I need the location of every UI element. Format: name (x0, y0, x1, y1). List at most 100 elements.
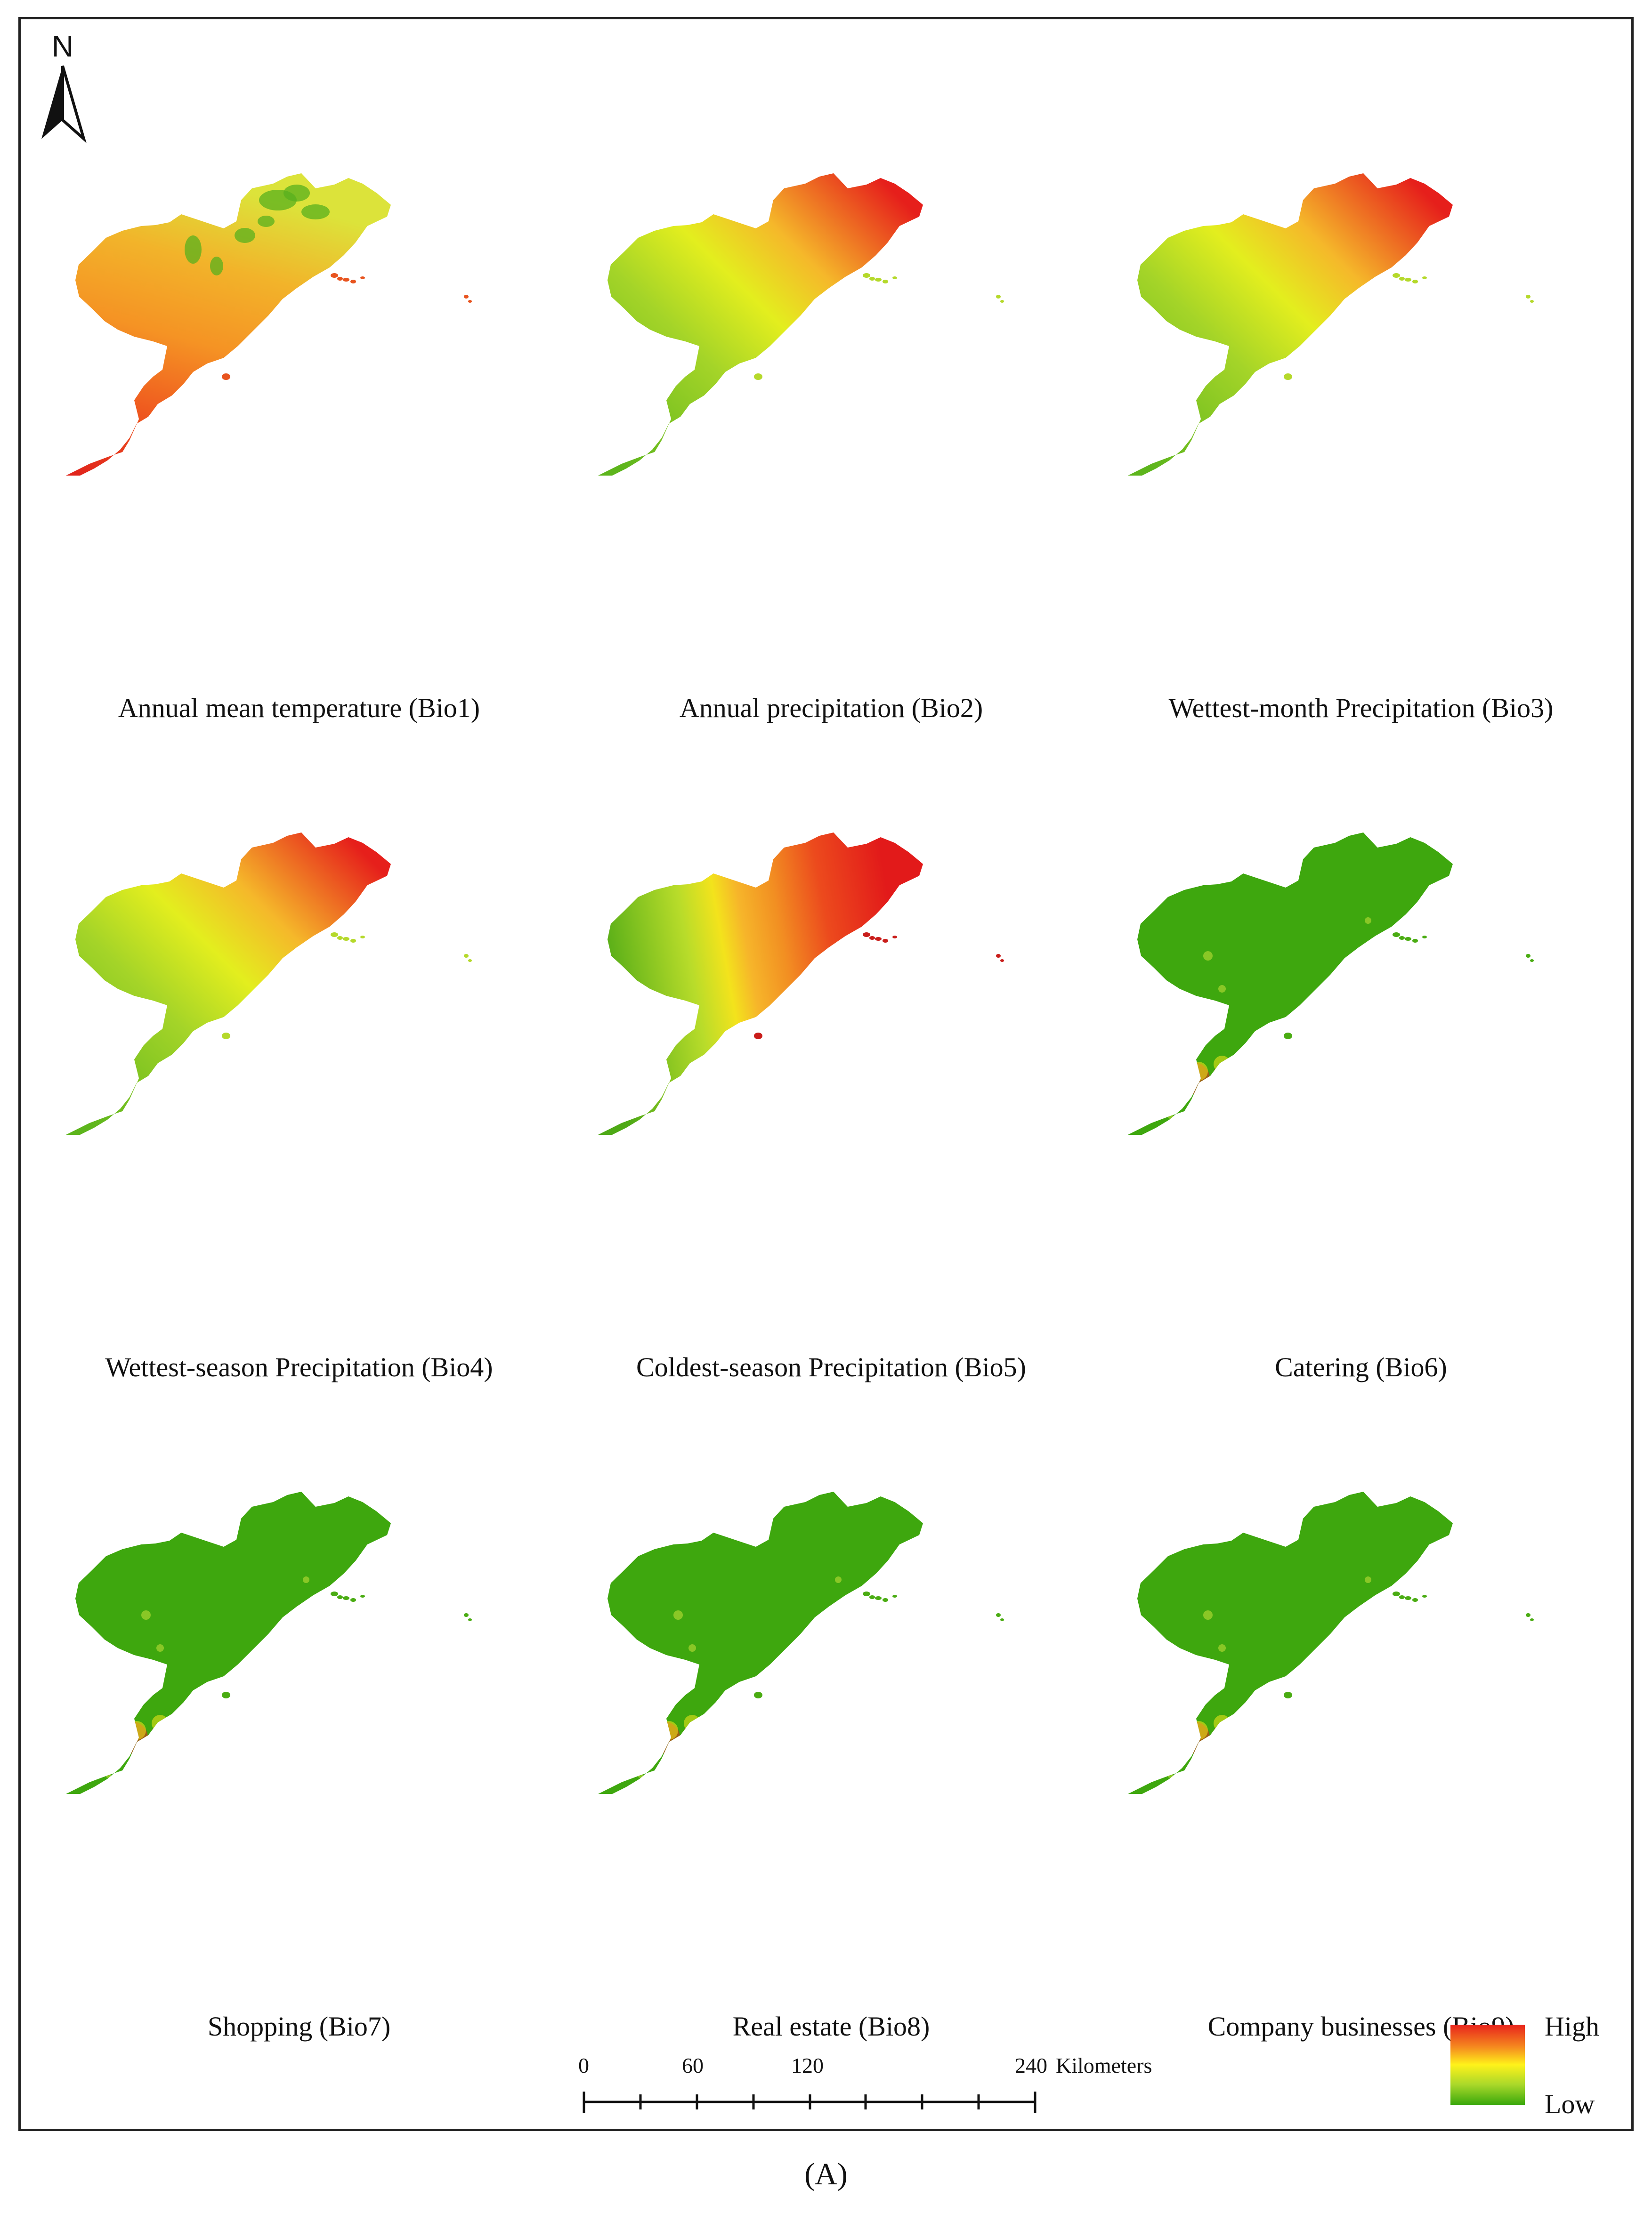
island (464, 954, 469, 958)
island (343, 278, 349, 282)
scale-bar-line (583, 2092, 1037, 2113)
island (1399, 1595, 1405, 1599)
panel-label-bio7: Shopping (Bio7) (207, 2011, 391, 2042)
island (883, 280, 888, 283)
island (863, 932, 870, 937)
island (1422, 276, 1427, 279)
region-landmass (1128, 832, 1453, 1135)
island (350, 1598, 356, 1602)
island (1393, 273, 1400, 278)
island (222, 1033, 230, 1039)
panel-label-bio4: Wettest-season Precipitation (Bio4) (105, 1352, 493, 1382)
region-landmass (598, 832, 923, 1135)
legend-color-ramp (1450, 2025, 1525, 2105)
map-bio3 (1128, 173, 1534, 476)
island (754, 1692, 762, 1698)
island (875, 1596, 882, 1600)
island (1422, 1595, 1427, 1598)
island (468, 300, 472, 303)
map-bio6 (1128, 832, 1534, 1135)
island (1412, 1598, 1418, 1602)
map-panel-bio1: Annual mean temperature (Bio1) (52, 155, 546, 758)
island (1399, 277, 1405, 281)
island (331, 1592, 338, 1596)
map-panel-bio6: Catering (Bio6) (1114, 815, 1608, 1417)
scale-bar: 0 60 120 240 Kilometers (556, 2053, 1215, 2124)
map-panel-bio8: Real estate (Bio8) (584, 1474, 1078, 2077)
island (869, 1595, 875, 1599)
region-texture (185, 185, 330, 275)
island (350, 939, 356, 943)
map-panel-bio7: Shopping (Bio7) (52, 1474, 546, 2077)
panel-label-bio1: Annual mean temperature (Bio1) (118, 693, 480, 723)
island (337, 277, 343, 281)
island (1530, 300, 1534, 303)
legend-high-label: High (1545, 2011, 1599, 2042)
map-bio9 (1128, 1492, 1534, 1794)
island (1284, 1033, 1292, 1039)
island (869, 277, 875, 281)
island (1399, 936, 1405, 940)
panel-label-bio8: Real estate (Bio8) (732, 2011, 930, 2042)
panel-label-bio3: Wettest-month Precipitation (Bio3) (1168, 693, 1554, 723)
scale-label-240: 240 (1015, 2053, 1047, 2077)
scale-label-60: 60 (682, 2053, 704, 2077)
panel-label-bio5: Coldest-season Precipitation (Bio5) (636, 1352, 1026, 1382)
island (464, 1613, 469, 1617)
map-bio1 (66, 173, 472, 476)
map-panel-bio3: Wettest-month Precipitation (Bio3) (1114, 155, 1608, 758)
island (1393, 1592, 1400, 1596)
island (1405, 1596, 1411, 1600)
island (892, 1595, 897, 1598)
region-landmass (598, 173, 923, 476)
island (1284, 1692, 1292, 1698)
island (337, 1595, 343, 1599)
map-panel-bio5: Coldest-season Precipitation (Bio5) (584, 815, 1078, 1417)
map-bio7 (66, 1492, 472, 1794)
map-bio2 (598, 173, 1004, 476)
region-landmass (1128, 173, 1453, 476)
island (350, 280, 356, 283)
region-landmass (1128, 1492, 1453, 1794)
panel-label-bio2: Annual precipitation (Bio2) (679, 693, 983, 723)
island (754, 1033, 762, 1039)
region-landmass (66, 832, 391, 1135)
island (1526, 295, 1531, 299)
map-bio4 (66, 832, 472, 1135)
island (1000, 1618, 1004, 1621)
island (892, 276, 897, 279)
island (1530, 1618, 1534, 1621)
island (1526, 954, 1531, 958)
map-panel-bio4: Wettest-season Precipitation (Bio4) (52, 815, 546, 1417)
figure-frame (18, 17, 1634, 2131)
island (892, 936, 897, 938)
figure-caption: (A) (804, 2157, 848, 2191)
island (331, 273, 338, 278)
island (331, 932, 338, 937)
legend: High Low (1446, 2011, 1625, 2119)
island (222, 1692, 230, 1698)
island (996, 954, 1001, 958)
map-bio8 (598, 1492, 1004, 1794)
island (996, 1613, 1001, 1617)
map-bio5 (598, 832, 1004, 1135)
region-landmass (66, 173, 391, 476)
north-arrow: N (37, 28, 93, 146)
island (360, 276, 365, 279)
scale-unit: Kilometers (1056, 2053, 1152, 2077)
island (875, 937, 882, 941)
region-landmass (66, 1492, 391, 1794)
island (360, 1595, 365, 1598)
island (863, 1592, 870, 1596)
panel-label-bio6: Catering (Bio6) (1275, 1352, 1447, 1382)
island (863, 273, 870, 278)
island (996, 295, 1001, 299)
island (1000, 959, 1004, 962)
island (222, 373, 230, 380)
island (883, 939, 888, 943)
map-panel-bio2: Annual precipitation (Bio2) (584, 155, 1078, 758)
island (1393, 932, 1400, 937)
island (875, 278, 882, 282)
island (1405, 937, 1411, 941)
island (754, 373, 762, 380)
